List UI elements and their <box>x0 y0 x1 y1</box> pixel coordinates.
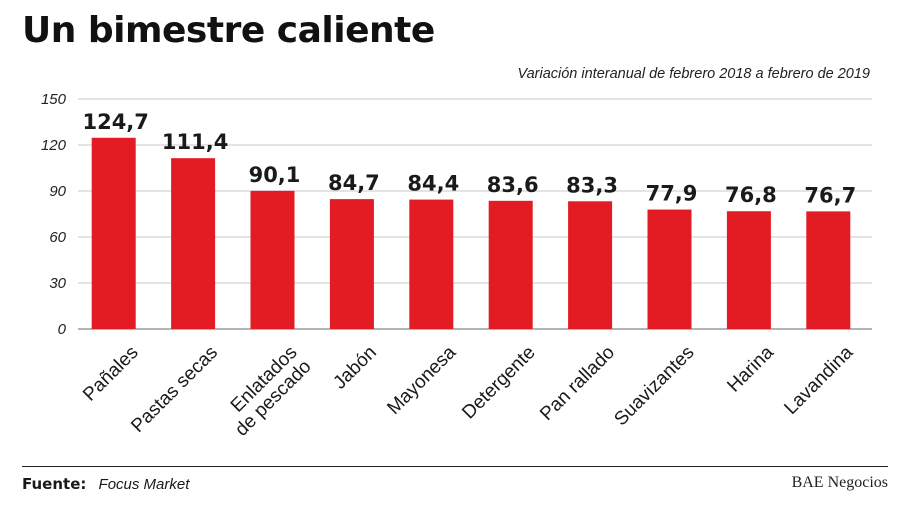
y-tick-label: 90 <box>49 183 66 200</box>
bar <box>91 137 136 329</box>
bar <box>726 211 771 329</box>
y-tick-label: 0 <box>58 321 67 338</box>
y-axis-ticks: 0 30 60 90 120 150 <box>41 91 67 338</box>
bar <box>171 158 216 329</box>
x-tick-label: Enlatadosde pescado <box>217 342 315 440</box>
y-tick-label: 60 <box>49 229 66 246</box>
chart-subtitle: Variación interanual de febrero 2018 a f… <box>517 66 870 82</box>
x-tick-label: Mayonesa <box>383 342 460 419</box>
source-label: Fuente: <box>22 475 87 493</box>
value-label: 84,7 <box>328 171 380 195</box>
value-label: 76,7 <box>804 183 856 207</box>
x-tick-label: Harina <box>723 342 778 397</box>
value-label: 83,6 <box>487 173 539 197</box>
bar <box>250 190 295 329</box>
bar-chart: 0 30 60 90 120 150 124,7 111,4 90,1 84,7 84,4 83,6… <box>41 91 872 441</box>
source-value: Focus Market <box>98 476 190 493</box>
bar <box>409 199 454 329</box>
source-note: Fuente: Focus Market <box>22 475 189 493</box>
x-tick-label: Pan rallado <box>536 342 619 425</box>
y-tick-label: 150 <box>41 91 67 108</box>
bar <box>647 209 692 329</box>
bars <box>91 137 851 329</box>
x-tick-label: Jabón <box>329 342 380 393</box>
value-label: 84,4 <box>407 172 459 196</box>
bar <box>568 201 613 329</box>
chart-title: Un bimestre caliente <box>22 10 435 51</box>
value-label: 83,3 <box>566 173 618 197</box>
bar <box>329 199 374 329</box>
y-tick-label: 120 <box>41 137 67 154</box>
x-tick-label: Lavandina <box>780 342 857 419</box>
footer-divider <box>22 466 888 467</box>
value-label: 77,9 <box>646 182 698 206</box>
value-labels: 124,7 111,4 90,1 84,7 84,4 83,6 83,3 77,9 76,8 76… <box>82 110 856 208</box>
brand-logo: BAE Negocios <box>791 474 888 491</box>
value-label: 111,4 <box>162 130 228 154</box>
value-label: 76,8 <box>725 183 777 207</box>
x-tick-label: Suavizantes <box>610 342 698 430</box>
bar <box>488 200 533 329</box>
y-tick-label: 30 <box>49 275 66 292</box>
x-tick-label: Detergente <box>458 342 539 423</box>
value-label: 90,1 <box>249 163 301 187</box>
x-tick-label: Pañales <box>79 342 142 405</box>
value-label: 124,7 <box>82 110 148 134</box>
bar <box>806 211 851 329</box>
